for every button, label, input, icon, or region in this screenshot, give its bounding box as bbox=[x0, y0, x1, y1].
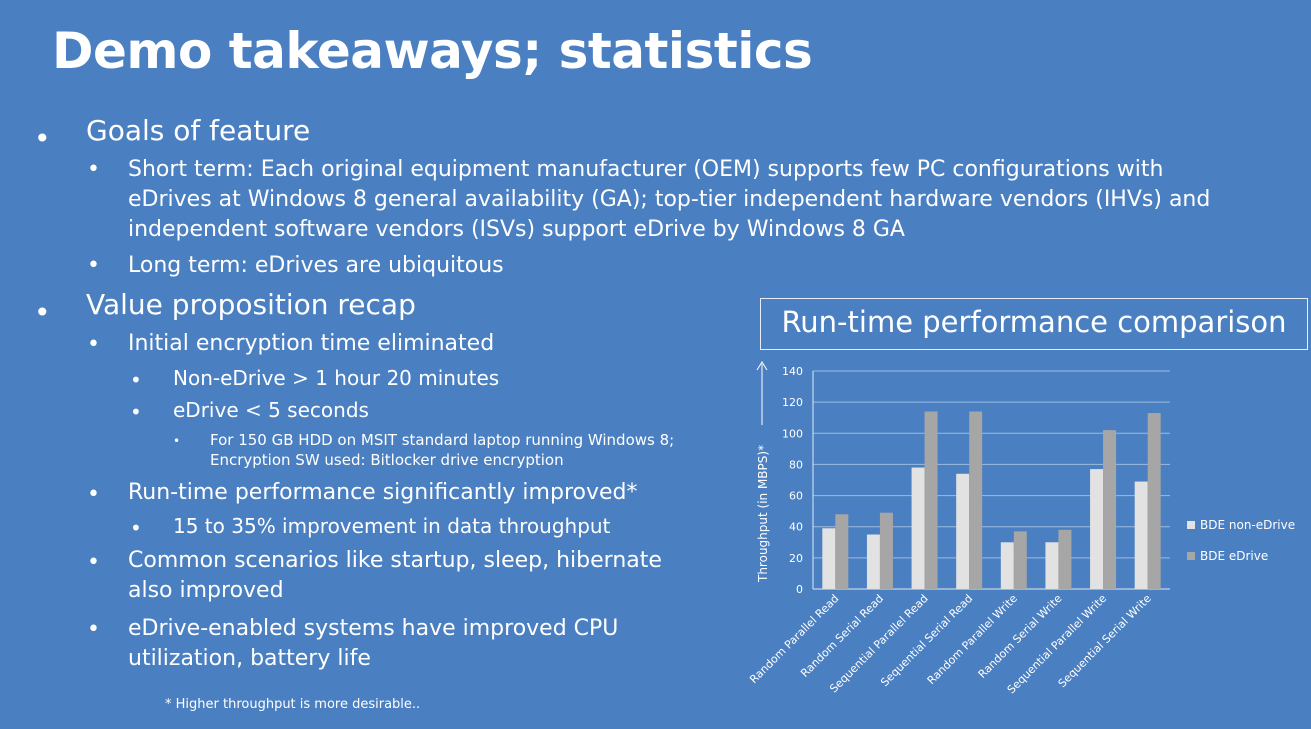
x-tick-label: Sequential Serial Read bbox=[878, 592, 975, 689]
goals-heading: Goals of feature bbox=[86, 114, 311, 147]
bar-edrive bbox=[1103, 430, 1117, 589]
x-tick-label: Random Serial Read bbox=[798, 592, 886, 680]
y-tick-label: 60 bbox=[789, 490, 803, 503]
y-tick-label: 100 bbox=[782, 427, 803, 440]
bar-non-edrive bbox=[911, 467, 925, 589]
y-tick-label: 80 bbox=[789, 458, 803, 471]
bullet: • bbox=[87, 550, 100, 575]
bullet: • bbox=[130, 400, 142, 424]
short-term-text: Short term: Each original equipment manu… bbox=[128, 157, 1211, 242]
y-tick-label: 140 bbox=[782, 365, 803, 378]
x-tick-label: Sequential Serial Write bbox=[1056, 592, 1154, 690]
footer-note: * Higher throughput is more desirable.. bbox=[165, 697, 421, 712]
legend-label: BDE non-eDrive bbox=[1200, 518, 1295, 532]
bullet: • bbox=[87, 482, 100, 507]
long-term-text: Long term: eDrives are ubiquitous bbox=[128, 253, 504, 278]
bullet: • bbox=[130, 368, 142, 392]
bar-non-edrive bbox=[1000, 542, 1014, 589]
cpu-text: eDrive-enabled systems have improved CPU… bbox=[128, 616, 619, 671]
y-axis-label: Throughput (in MBPS)* bbox=[756, 445, 770, 583]
bar-edrive bbox=[1058, 529, 1072, 589]
y-tick-label: 20 bbox=[789, 552, 803, 565]
bar-non-edrive bbox=[956, 473, 970, 589]
bullet: • bbox=[87, 157, 100, 182]
y-tick-label: 40 bbox=[789, 521, 803, 534]
bar-non-edrive bbox=[822, 528, 836, 589]
x-tick-label: Random Serial Write bbox=[976, 592, 1065, 681]
bullet: • bbox=[87, 253, 100, 278]
bar-non-edrive bbox=[1134, 481, 1148, 589]
chart-title: Run-time performance comparison bbox=[781, 305, 1287, 339]
bullet: • bbox=[34, 296, 51, 329]
test-config-note: For 150 GB HDD on MSIT standard laptop r… bbox=[210, 431, 675, 469]
y-tick-label: 120 bbox=[782, 396, 803, 409]
runtime-text: Run-time performance significantly impro… bbox=[128, 480, 638, 505]
legend-swatch bbox=[1187, 521, 1195, 529]
legend-label: BDE eDrive bbox=[1200, 549, 1268, 563]
bullet: • bbox=[87, 617, 100, 642]
bullet: • bbox=[34, 122, 51, 155]
x-tick-label: Random Parallel Write bbox=[925, 592, 1020, 687]
x-tick-label: Random Parallel Read bbox=[747, 592, 841, 686]
bar-edrive bbox=[835, 514, 849, 589]
legend-swatch bbox=[1187, 552, 1195, 560]
edrive-time: eDrive < 5 seconds bbox=[173, 398, 369, 422]
bar-edrive bbox=[924, 411, 938, 589]
value-heading: Value proposition recap bbox=[86, 288, 416, 321]
bar-non-edrive bbox=[1090, 469, 1104, 589]
chart-title-box: Run-time performance comparison bbox=[760, 298, 1308, 350]
improvement-text: 15 to 35% improvement in data throughput bbox=[173, 514, 611, 538]
bar-non-edrive bbox=[866, 534, 880, 589]
bar-edrive bbox=[969, 411, 983, 589]
scenarios-text: Common scenarios like startup, sleep, hi… bbox=[128, 548, 662, 603]
bullet: • bbox=[130, 516, 142, 540]
bar-edrive bbox=[1147, 413, 1161, 589]
bullet: • bbox=[173, 434, 181, 448]
bar-edrive bbox=[1013, 531, 1027, 589]
y-axis-arrowhead bbox=[756, 361, 768, 371]
slide-title: Demo takeaways; statistics bbox=[52, 22, 813, 80]
initial-encryption-text: Initial encryption time eliminated bbox=[128, 331, 495, 356]
y-tick-label: 0 bbox=[796, 583, 803, 596]
bar-edrive bbox=[879, 512, 893, 589]
bullet: • bbox=[87, 332, 100, 357]
bar-non-edrive bbox=[1045, 542, 1059, 589]
non-edrive-time: Non-eDrive > 1 hour 20 minutes bbox=[173, 366, 500, 390]
